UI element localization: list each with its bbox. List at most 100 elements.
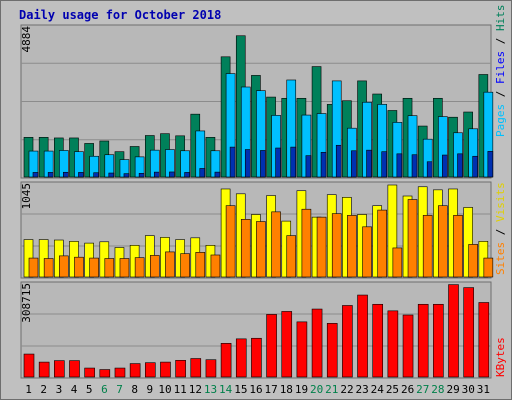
bar-kbytes-day-4	[69, 360, 80, 378]
bar-pages-day-3	[63, 171, 69, 178]
bar-kbytes-day-23	[357, 294, 368, 378]
x-tick-label: 1	[25, 383, 32, 396]
bar-pages-day-18	[290, 146, 297, 178]
bar-sites-day-5	[89, 257, 99, 278]
bar-sites-day-16	[256, 221, 266, 278]
bar-sites-day-23	[362, 226, 372, 278]
legend-part: Pages	[494, 104, 507, 137]
bar-pages-day-24	[381, 151, 388, 178]
bar-sites-day-4	[74, 256, 84, 278]
bar-kbytes-day-8	[129, 363, 141, 378]
bar-kbytes-day-28	[433, 303, 444, 378]
x-tick-label: 28	[431, 383, 444, 396]
bar-visits-day-25	[387, 184, 398, 278]
bar-sites-day-28	[438, 205, 448, 278]
panel-middle	[20, 181, 494, 279]
chart-title: Daily usage for October 2018	[19, 8, 222, 22]
bar-kbytes-day-24	[372, 303, 384, 378]
x-tick-label: 25	[386, 383, 399, 396]
bar-kbytes-day-6	[99, 369, 111, 378]
bar-sites-day-1	[28, 257, 39, 278]
bar-sites-day-10	[165, 251, 175, 278]
bar-pages-day-10	[169, 171, 175, 178]
bar-kbytes-day-10	[160, 361, 171, 378]
bar-pages-day-30	[472, 155, 478, 178]
bar-sites-day-17	[271, 211, 281, 278]
bar-pages-day-1	[32, 172, 39, 178]
bar-kbytes-day-20	[311, 308, 323, 378]
x-tick-label: 9	[147, 383, 154, 396]
bar-sites-day-7	[119, 258, 130, 278]
bar-sites-day-25	[392, 247, 403, 278]
bar-kbytes-day-19	[296, 321, 308, 378]
legend-part: Files	[494, 51, 507, 84]
legend-part: Hits	[494, 5, 507, 32]
bar-pages-day-7	[123, 173, 130, 178]
bar-kbytes-day-29	[448, 284, 459, 378]
bar-kbytes-day-2	[38, 361, 50, 378]
legend-part: /	[494, 31, 507, 51]
bar-sites-day-21	[331, 213, 342, 278]
bar-kbytes-day-5	[84, 367, 95, 378]
bar-pages-day-14	[229, 146, 236, 178]
bar-pages-day-19	[305, 155, 312, 178]
bar-pages-day-2	[47, 172, 54, 178]
bar-sites-day-19	[301, 208, 312, 278]
bar-kbytes-day-17	[266, 314, 277, 378]
x-tick-label: 20	[310, 383, 323, 396]
bar-pages-day-21	[335, 144, 342, 178]
x-tick-label: 2	[40, 383, 47, 396]
x-tick-label: 31	[477, 383, 490, 396]
bar-kbytes-day-25	[387, 310, 399, 378]
bar-kbytes-day-11	[175, 360, 186, 378]
x-tick-label: 21	[325, 383, 338, 396]
bar-sites-day-11	[180, 253, 190, 278]
legend-middle: Sites / Visits	[494, 182, 507, 275]
bar-pages-day-12	[199, 168, 206, 178]
bar-sites-day-29	[453, 215, 463, 278]
ymax-label-top: 4884	[20, 26, 33, 53]
x-tick-label: 29	[446, 383, 459, 396]
bar-sites-day-27	[422, 215, 433, 278]
legend-part: Sites	[494, 242, 507, 275]
x-tick-label: 27	[416, 383, 429, 396]
x-tick-label: 15	[234, 383, 247, 396]
bar-pages-day-6	[108, 172, 115, 178]
x-tick-label: 18	[280, 383, 293, 396]
bar-kbytes-day-13	[205, 359, 217, 378]
bar-kbytes-day-27	[417, 303, 429, 378]
bar-sites-day-6	[104, 258, 115, 278]
bar-pages-day-15	[244, 149, 251, 178]
bar-sites-day-3	[59, 255, 69, 278]
legend-part: /	[494, 84, 507, 104]
bar-sites-day-12	[195, 252, 206, 278]
x-tick-label: 4	[71, 383, 78, 396]
x-tick-label: 11	[174, 383, 187, 396]
legend-top: Pages / Files / Hits	[494, 5, 507, 138]
x-tick-label: 17	[265, 383, 278, 396]
bar-kbytes-day-21	[326, 323, 338, 378]
legend-part: Visits	[494, 182, 507, 222]
x-tick-label: 19	[295, 383, 308, 396]
bar-sites-day-8	[134, 257, 145, 278]
bar-sites-day-2	[43, 258, 54, 278]
bar-pages-day-16	[260, 150, 266, 178]
bar-kbytes-day-18	[281, 311, 293, 378]
bar-pages-day-23	[366, 149, 372, 178]
x-tick-label: 6	[101, 383, 108, 396]
bar-sites-day-13	[210, 254, 221, 278]
bar-pages-day-31	[487, 151, 494, 178]
bar-pages-day-26	[411, 154, 418, 178]
bar-sites-day-31	[483, 257, 494, 278]
x-tick-label: 5	[86, 383, 93, 396]
bar-kbytes-day-30	[463, 287, 474, 378]
bar-pages-day-17	[275, 147, 281, 178]
bar-visits-day-30	[463, 207, 473, 278]
bar-sites-day-14	[225, 205, 236, 278]
bar-pages-day-4	[78, 172, 84, 178]
bar-pages-day-5	[93, 172, 99, 178]
bar-sites-day-24	[377, 209, 388, 278]
bar-sites-day-30	[468, 244, 478, 278]
x-tick-label: 30	[462, 383, 475, 396]
